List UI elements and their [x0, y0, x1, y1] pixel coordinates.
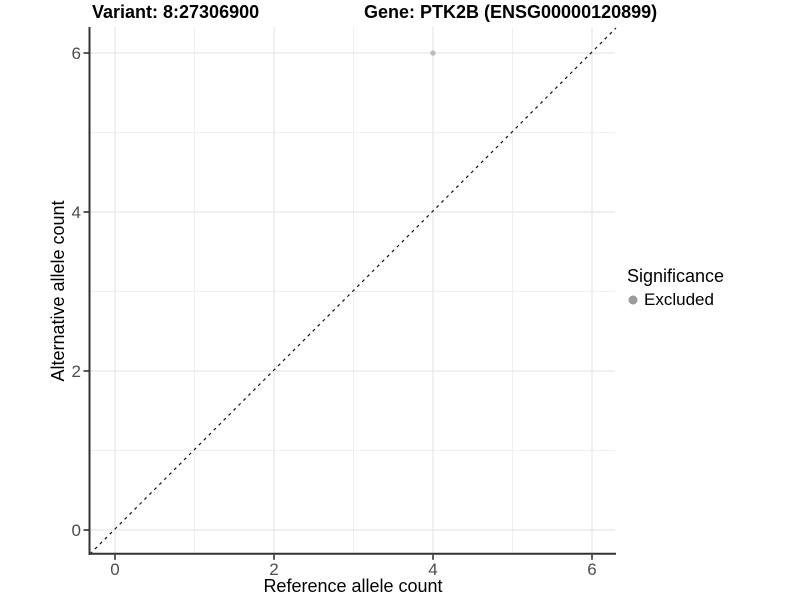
plot-title-gene: Gene: PTK2B (ENSG00000120899) — [364, 2, 658, 22]
plot-title-variant: Variant: 8:27306900 — [92, 2, 260, 22]
data-point — [430, 50, 436, 56]
y-tick-label-4: 4 — [71, 203, 81, 222]
identity-line — [89, 27, 617, 555]
legend-item-label: Excluded — [644, 289, 714, 309]
legend-title: Significance — [627, 266, 725, 286]
major-gridlines-vertical — [114, 27, 593, 554]
legend-item-excluded: Excluded — [627, 290, 724, 310]
x-tick-label-2: 2 — [269, 560, 279, 579]
x-axis-title: Reference allele count — [263, 576, 443, 596]
legend: Significance Excluded — [627, 266, 724, 310]
y-tick-label-6: 6 — [71, 44, 81, 63]
major-gridlines-horizontal — [90, 52, 615, 531]
y-axis-title: Alternative allele count — [48, 200, 68, 382]
x-tick-label-4: 4 — [428, 560, 438, 579]
x-tick-label-0: 0 — [110, 560, 120, 579]
y-axis-ticks — [83, 52, 89, 531]
x-axis-ticks — [114, 554, 593, 560]
x-tick-label-6: 6 — [587, 560, 597, 579]
y-tick-label-2: 2 — [71, 362, 81, 381]
y-tick-label-0: 0 — [71, 521, 81, 540]
legend-key-dot-icon — [628, 295, 638, 305]
